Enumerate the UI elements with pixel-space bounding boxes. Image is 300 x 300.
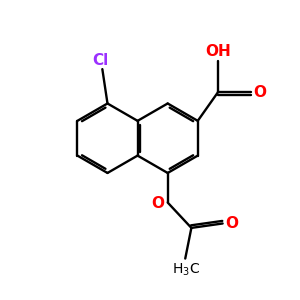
- Text: OH: OH: [205, 44, 231, 59]
- Text: O: O: [152, 196, 165, 211]
- Text: O: O: [254, 85, 267, 100]
- Text: Cl: Cl: [92, 52, 108, 68]
- Text: H$_3$C: H$_3$C: [172, 262, 200, 278]
- Text: O: O: [226, 216, 238, 231]
